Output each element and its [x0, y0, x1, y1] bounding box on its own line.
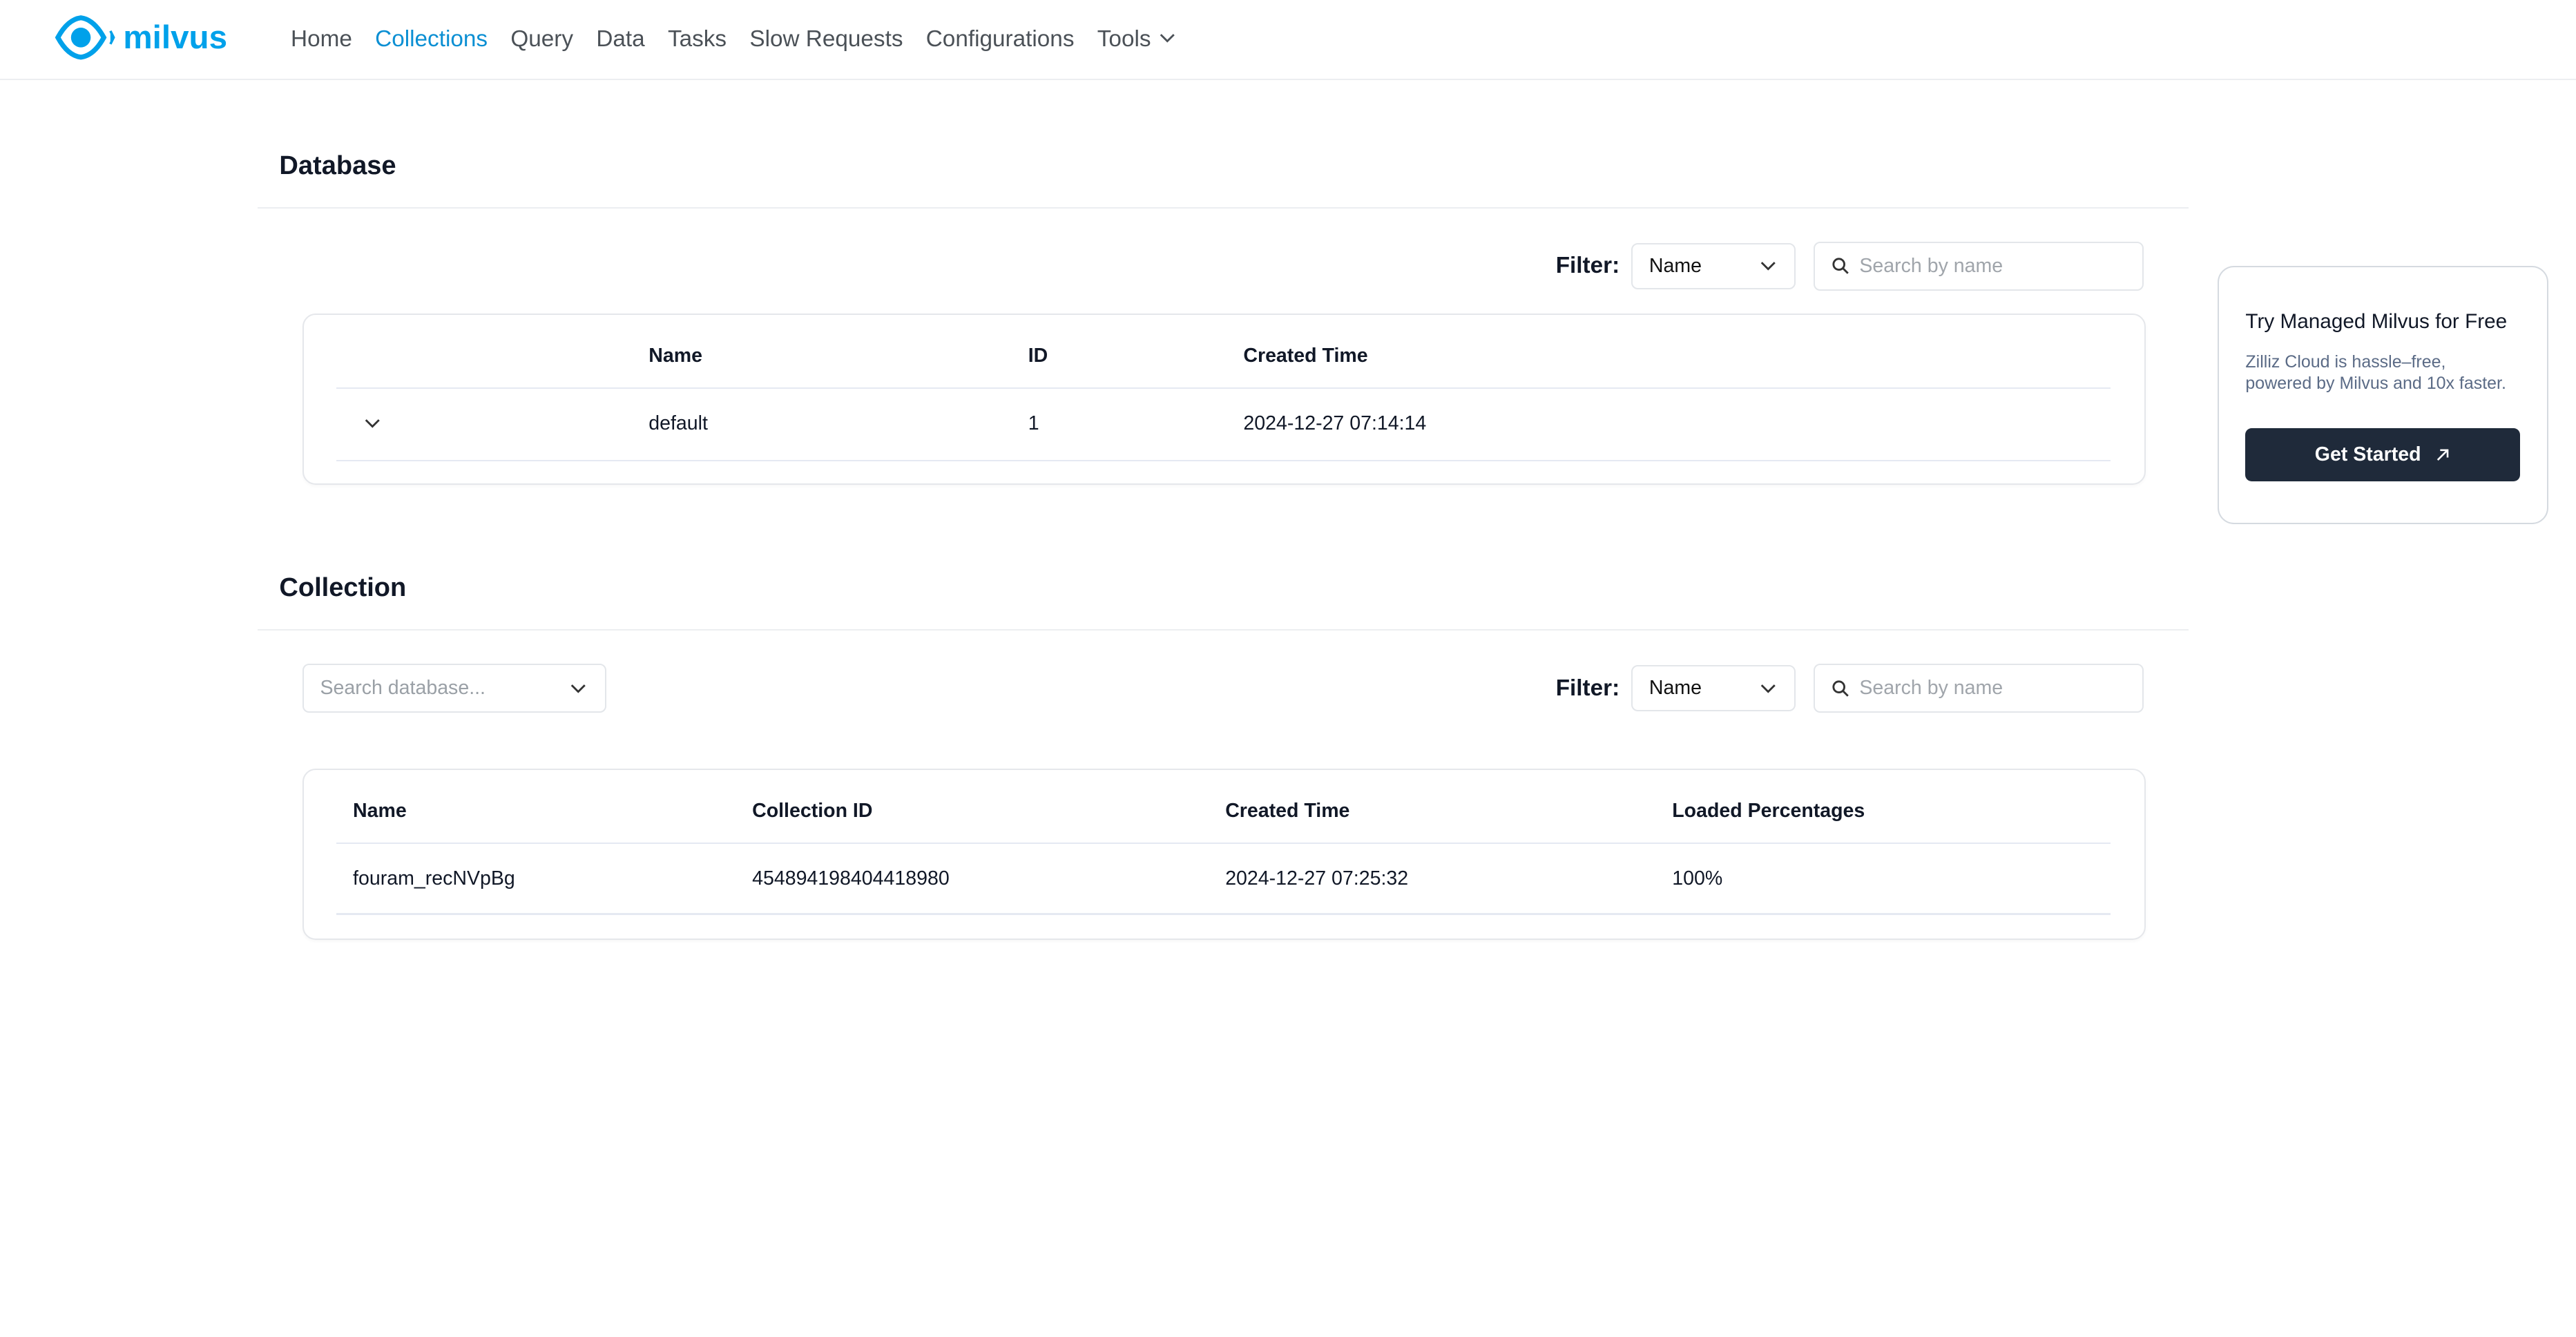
promo-description: powered by Milvus and 10x faster.: [2245, 373, 2506, 393]
database-search-input[interactable]: Search by name: [1814, 241, 2144, 291]
divider: [336, 913, 2111, 915]
expand-row-chevron-icon[interactable]: [363, 415, 383, 432]
chevron-down-icon: [1760, 684, 1776, 693]
chevron-down-icon: [1160, 34, 1175, 43]
nav-collections[interactable]: Collections: [375, 26, 488, 52]
nav-tools-label: Tools: [1097, 26, 1151, 52]
top-nav-bar: milvus Home Collections Query Data Tasks…: [0, 0, 2576, 81]
cell-collection-id: 454894198404418980: [752, 867, 950, 889]
brand-name: milvus: [123, 19, 228, 57]
collection-filter-select[interactable]: Name: [1631, 665, 1796, 711]
nav-configurations[interactable]: Configurations: [925, 26, 1075, 52]
divider: [336, 387, 2111, 389]
search-icon: [1832, 680, 1849, 697]
database-filter-select[interactable]: Name: [1631, 243, 1796, 289]
select-placeholder: Search database...: [320, 677, 486, 700]
select-value: Name: [1649, 254, 1702, 277]
collection-search-input[interactable]: Search by name: [1814, 664, 2144, 713]
nav-tasks[interactable]: Tasks: [667, 26, 727, 52]
cell-name[interactable]: fouram_recNVpBg: [353, 867, 515, 889]
column-header-name[interactable]: Name: [648, 345, 702, 367]
nav-tools[interactable]: Tools: [1097, 26, 1178, 52]
column-header-name[interactable]: Name: [353, 800, 407, 823]
cell-id: 1: [1028, 412, 1039, 434]
chevron-down-icon: [1760, 262, 1776, 271]
database-table: Name ID Created Time default 1 2024-12-2…: [302, 314, 2146, 485]
milvus-logo[interactable]: milvus: [55, 15, 228, 61]
column-header-created-time[interactable]: Created Time: [1225, 800, 1350, 823]
cell-created-time: 2024-12-27 07:14:14: [1243, 412, 1427, 434]
search-icon: [1832, 258, 1849, 275]
promo-description: Zilliz Cloud is hassle–free,: [2245, 352, 2446, 372]
search-placeholder: Search by name: [1859, 254, 2003, 277]
select-value: Name: [1649, 677, 1702, 700]
cell-loaded-percentage: 100%: [1672, 867, 1723, 889]
collection-table: Name Collection ID Created Time Loaded P…: [302, 769, 2146, 940]
nav-data[interactable]: Data: [596, 26, 645, 52]
nav-home[interactable]: Home: [291, 26, 352, 52]
column-header-created-time[interactable]: Created Time: [1243, 345, 1368, 367]
external-arrow-icon: [2436, 449, 2448, 461]
divider: [258, 629, 2189, 631]
column-header-id[interactable]: ID: [1028, 345, 1048, 367]
nav-query[interactable]: Query: [510, 26, 574, 52]
collection-filter-label: Filter:: [1555, 675, 1620, 701]
divider: [258, 206, 2189, 209]
promo-title: Try Managed Milvus for Free: [2245, 310, 2508, 334]
database-picker-select[interactable]: Search database...: [302, 664, 606, 713]
cell-name: default: [648, 412, 708, 434]
divider: [336, 459, 2111, 462]
nav-slow-requests[interactable]: Slow Requests: [749, 26, 903, 52]
button-label: Get Started: [2314, 443, 2421, 466]
milvus-eye-icon: [55, 15, 115, 60]
cell-created-time: 2024-12-27 07:25:32: [1225, 867, 1409, 889]
column-header-loaded-percentages[interactable]: Loaded Percentages: [1672, 800, 1865, 823]
search-placeholder: Search by name: [1859, 677, 2003, 700]
database-section-title: Database: [279, 151, 396, 180]
column-header-collection-id[interactable]: Collection ID: [752, 800, 873, 823]
main-nav: Home Collections Query Data Tasks Slow R…: [291, 26, 1177, 52]
collection-section-title: Collection: [279, 573, 407, 603]
divider: [336, 842, 2111, 845]
database-filter-label: Filter:: [1555, 253, 1620, 279]
get-started-button[interactable]: Get Started: [2245, 428, 2520, 481]
promo-card: Try Managed Milvus for Free Zilliz Cloud…: [2218, 266, 2548, 524]
chevron-down-icon: [571, 684, 586, 693]
